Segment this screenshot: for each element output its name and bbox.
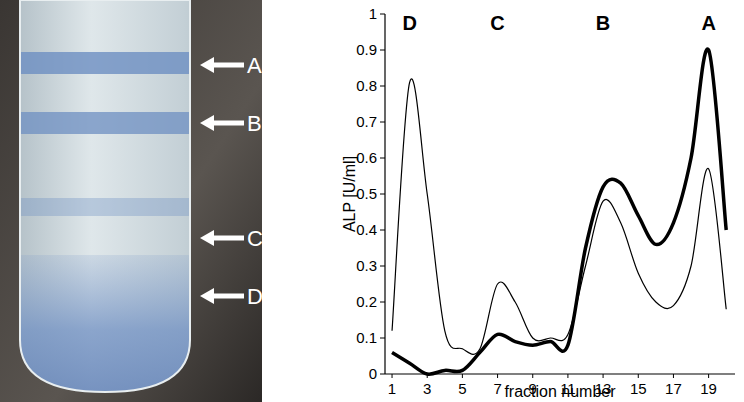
band [0,255,262,402]
x-axis-label: fraction number [504,383,616,400]
x-tick [567,374,568,378]
band-label: A [247,53,262,78]
y-tick [380,158,385,159]
x-tick-label: 5 [458,380,466,397]
band-label: B [247,111,262,136]
x-tick [497,374,498,378]
x-tick [392,374,393,378]
x-tick-label: 19 [700,380,717,397]
y-tick [380,14,385,15]
x-tick [532,374,533,378]
y-tick-label: 0.1 [356,329,377,346]
band-label: D [247,284,263,309]
figure: ABCD00.10.20.30.40.50.60.70.80.911357911… [0,0,744,402]
y-tick-label: 0.4 [356,221,377,238]
y-tick [380,302,385,303]
y-tick [380,122,385,123]
x-tick-label: 15 [630,380,647,397]
tube [0,0,262,402]
y-tick [380,86,385,87]
arrowhead [200,115,214,131]
band [0,52,262,74]
band [0,112,262,134]
x-tick-label: 7 [493,380,501,397]
y-axis-label: ALP [U/ml] [341,156,358,232]
y-tick-label: 0 [369,365,377,382]
series-line [392,49,726,374]
x-tick [603,374,604,378]
series-line [392,79,726,354]
chart: 00.10.20.30.40.50.60.70.80.9113579111315… [341,5,735,400]
band [0,198,262,216]
y-tick-label: 0.7 [356,113,377,130]
arrowhead [200,288,214,304]
y-tick [380,374,385,375]
annotation: C [490,12,504,34]
plot-area [392,49,726,374]
annotation: A [701,12,715,34]
x-tick [638,374,639,378]
y-tick-label: 0.5 [356,185,377,202]
y-tick-label: 0.2 [356,293,377,310]
x-tick [462,374,463,378]
annotation: D [402,12,416,34]
y-tick [380,338,385,339]
arrowhead [200,230,214,246]
y-tick-label: 0.8 [356,77,377,94]
tube-outline [20,0,190,392]
band-label: C [247,226,263,251]
photo: A B C D [0,0,263,402]
y-tick [380,50,385,51]
y-tick-label: 1 [369,5,377,22]
x-tick-label: 17 [665,380,682,397]
y-tick [380,230,385,231]
y-tick [380,194,385,195]
y-tick-label: 0.3 [356,257,377,274]
arrowhead [200,57,214,73]
annotation: B [596,12,610,34]
x-tick-label: 3 [423,380,431,397]
y-tick-label: 0.6 [356,149,377,166]
x-tick-label: 1 [388,380,396,397]
x-tick [673,374,674,378]
y-tick-label: 0.9 [356,41,377,58]
y-tick [380,266,385,267]
x-tick [708,374,709,378]
